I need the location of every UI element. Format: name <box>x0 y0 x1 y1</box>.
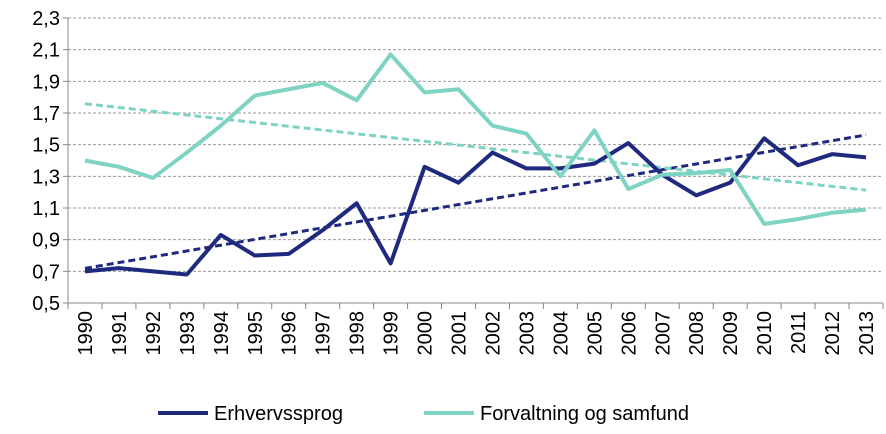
x-tick-label: 2007 <box>652 311 674 356</box>
x-tick-label: 2013 <box>856 311 878 356</box>
x-tick-label: 2009 <box>720 311 742 356</box>
legend-label: Forvaltning og samfund <box>480 403 689 425</box>
series-line <box>84 52 867 226</box>
x-tick-label: 1993 <box>177 311 199 356</box>
x-tick-label: 1990 <box>75 311 97 356</box>
y-tick-label: 2,1 <box>32 40 60 62</box>
x-tick-label: 1992 <box>143 311 165 356</box>
x-tick-label: 2004 <box>550 311 572 356</box>
y-tick-label: 0,9 <box>32 230 60 252</box>
x-tick-label: 2012 <box>822 311 844 356</box>
y-tick-label: 1,5 <box>32 135 60 157</box>
x-tick-label: 1995 <box>245 311 267 356</box>
series-line <box>84 136 867 277</box>
y-tick-label: 1,9 <box>32 71 60 93</box>
x-tick-label: 1996 <box>279 311 301 356</box>
y-tick-label: 0,5 <box>32 293 60 315</box>
x-tick-label: 1991 <box>109 311 131 356</box>
x-tick-label: 1997 <box>313 311 335 356</box>
y-tick-label: 2,3 <box>32 8 60 30</box>
x-tick-label: 1999 <box>381 311 403 356</box>
trend-line <box>84 133 867 270</box>
x-tick-label: 2005 <box>584 311 606 356</box>
x-tick-label: 1998 <box>347 311 369 356</box>
x-tick-label: 2010 <box>754 311 776 356</box>
y-tick-label: 1,3 <box>32 166 60 188</box>
x-tick-label: 2002 <box>482 311 504 356</box>
x-tick-label: 1994 <box>211 311 233 356</box>
x-tick-label: 2001 <box>449 311 471 356</box>
y-tick-label: 1,7 <box>32 103 60 125</box>
x-tick-label: 2011 <box>788 311 810 354</box>
y-tick-label: 1,1 <box>32 198 60 220</box>
x-tick-label: 2003 <box>516 311 538 356</box>
x-tick-label: 2006 <box>618 311 640 356</box>
legend-label: Erhvervssprog <box>214 403 343 425</box>
y-tick-label: 0,7 <box>32 261 60 283</box>
x-tick-label: 2000 <box>415 311 437 356</box>
x-tick-label: 2008 <box>686 311 708 356</box>
trend-line <box>84 102 867 192</box>
